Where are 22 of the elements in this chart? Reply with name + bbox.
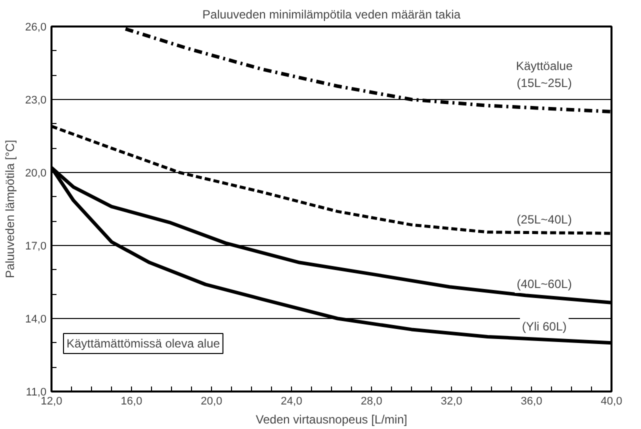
x-tick-label: 16,0 [120,396,142,408]
x-tick-label: 36,0 [520,396,542,408]
chart-title: Paluuveden minimilämpötila veden määrän takia [202,8,461,22]
y-tick-label: 20,0 [25,168,47,180]
x-tick-label: 32,0 [440,396,462,408]
series-label: Käyttöalue (15L~25L) [516,58,573,90]
x-tick-label: 40,0 [600,396,622,408]
x-tick-label: 28,0 [360,396,382,408]
annotation: Käyttämättömissä oleva alue [66,336,220,350]
y-tick-label: 14,0 [25,314,47,326]
x-tick-label: 24,0 [280,396,302,408]
y-tick-label: 17,0 [25,240,47,252]
y-tick-label: 11,0 [26,386,46,398]
x-tick-label: 12,0 [40,396,62,408]
y-axis-title: Paluuveden lämpötila [°C] [3,140,18,278]
y-tick-label: 23,0 [25,94,47,106]
series-label: (Yli 60L) [522,320,567,334]
series-label: (25L~40L) [516,212,572,227]
x-axis-title: Veden virtausnopeus [L/min] [256,412,408,426]
x-tick-label: 20,0 [200,396,222,408]
series-label: (40L~60L) [516,276,572,291]
y-tick-label: 26,0 [25,22,47,34]
